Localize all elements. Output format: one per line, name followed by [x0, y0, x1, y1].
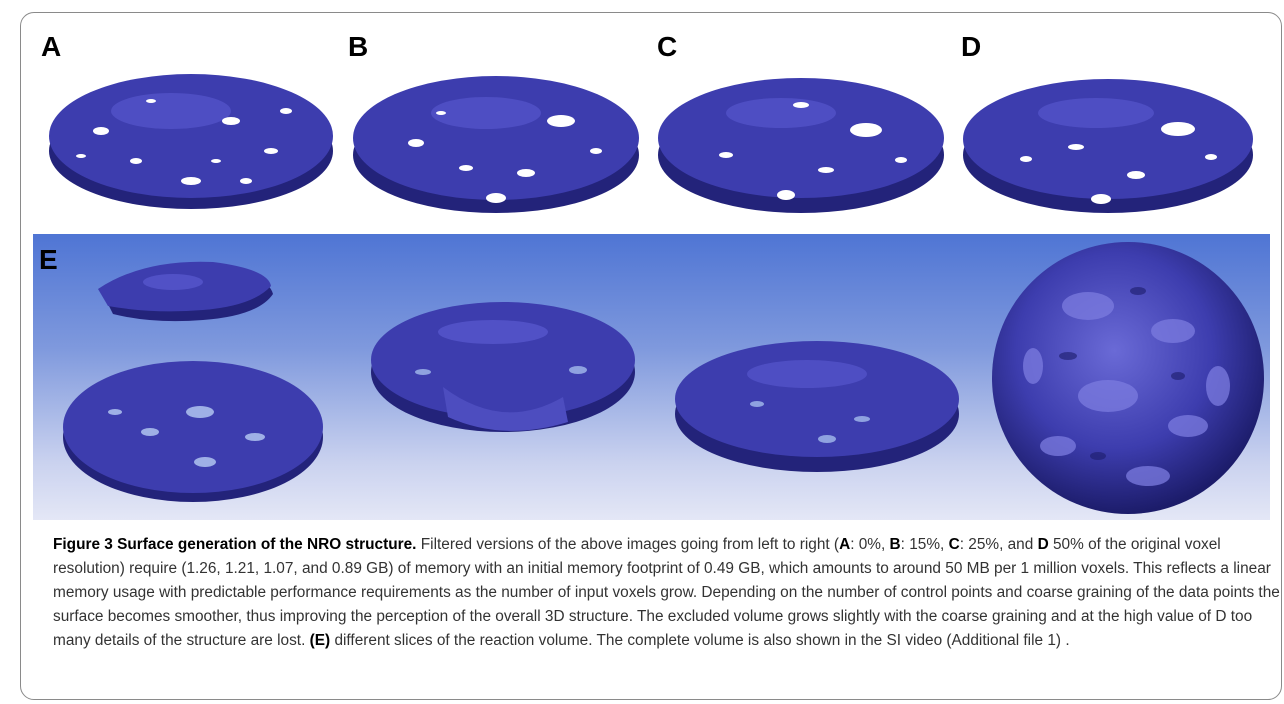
caption-title: Figure 3 Surface generation of the NRO s… [53, 536, 417, 553]
caption-c-label: C [948, 536, 960, 553]
figure-caption: Figure 3 Surface generation of the NRO s… [53, 533, 1281, 653]
panel-label-b: B [348, 31, 369, 62]
panel-e-slice-right [675, 341, 959, 472]
panel-e-slice-bottom-left [63, 361, 323, 502]
panel-label-c: C [657, 31, 678, 62]
caption-text-2: 50% of the original voxel resolution) re… [53, 536, 1280, 649]
panel-e-sphere [992, 242, 1264, 514]
caption-b-label: B [889, 536, 901, 553]
panel-e-slice-middle [371, 302, 635, 432]
panel-a-render [49, 74, 333, 209]
caption-b-value: : 15%, [900, 536, 949, 553]
panel-e: E [33, 234, 1270, 520]
caption-a-value: : 0%, [850, 536, 890, 553]
caption-c-value: : 25%, and [959, 536, 1038, 553]
panel-c-render [658, 78, 944, 213]
top-panel-row: A B [21, 13, 1281, 243]
panel-e-slice-top-left [98, 261, 273, 322]
panel-b-render [353, 76, 639, 213]
caption-e-label: (E) [309, 632, 331, 649]
panel-label-a: A [41, 31, 62, 62]
caption-text-3: different slices of the reaction volume.… [330, 632, 1070, 649]
caption-a-label: A [839, 536, 851, 553]
panel-label-e: E [39, 244, 58, 275]
figure-frame: A B [20, 12, 1282, 700]
caption-text-1: Filtered versions of the above images go… [416, 536, 840, 553]
panel-d-render [963, 79, 1253, 213]
caption-d-label: D [1037, 536, 1049, 553]
panel-label-d: D [961, 31, 982, 62]
